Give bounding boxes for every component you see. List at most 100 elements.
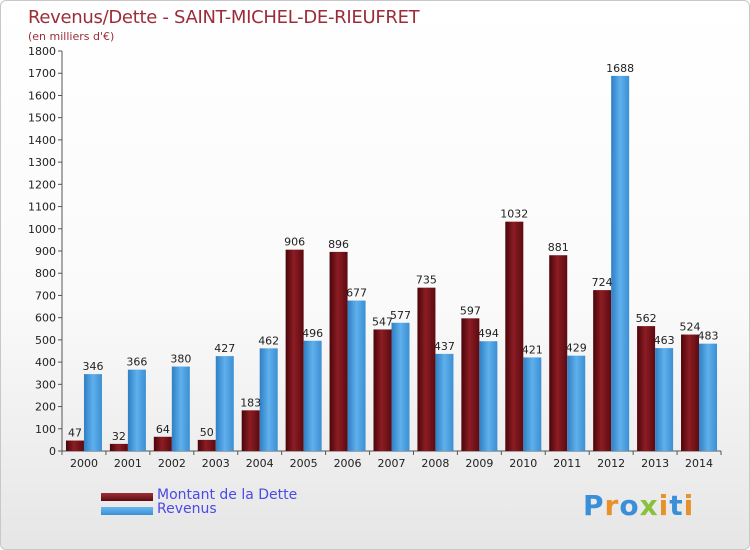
bar-revenus — [259, 348, 278, 451]
x-tick-label: 2005 — [290, 457, 318, 470]
y-tick-label: 1200 — [28, 178, 56, 191]
data-label-revenus: 1688 — [606, 62, 634, 75]
logo-letter: t — [669, 489, 684, 522]
bar-dette — [329, 251, 348, 451]
y-tick-label: 1700 — [28, 67, 56, 80]
data-label-dette: 562 — [636, 312, 657, 325]
data-label-revenus: 677 — [346, 287, 367, 300]
x-tick-label: 2014 — [685, 457, 713, 470]
bar-dette — [241, 410, 260, 451]
data-label-revenus: 483 — [698, 330, 719, 343]
y-tick-label: 300 — [35, 378, 56, 391]
data-label-dette: 47 — [68, 427, 82, 440]
bar-revenus — [567, 355, 586, 451]
data-label-revenus: 437 — [434, 340, 455, 353]
data-label-dette: 32 — [112, 430, 126, 443]
bar-revenus — [435, 353, 454, 451]
bar-dette — [461, 318, 480, 451]
bars-layer — [65, 75, 718, 451]
x-tick-label: 2000 — [70, 457, 98, 470]
y-tick-label: 1000 — [28, 223, 56, 236]
bar-dette — [285, 249, 304, 451]
bar-revenus — [303, 340, 322, 451]
y-tick-label: 0 — [49, 445, 56, 458]
legend-label-revenus: Revenus — [157, 501, 217, 517]
x-tick-label: 2003 — [202, 457, 230, 470]
y-tick-label: 1100 — [28, 201, 56, 214]
y-tick-label: 400 — [35, 356, 56, 369]
data-label-dette: 724 — [592, 276, 613, 289]
data-label-revenus: 462 — [258, 334, 279, 347]
y-tick-label: 1500 — [28, 112, 56, 125]
logo-letter: P — [583, 489, 605, 522]
data-label-revenus: 496 — [302, 327, 323, 340]
y-tick-label: 1600 — [28, 89, 56, 102]
x-tick-label: 2002 — [158, 457, 186, 470]
x-tick-label: 2007 — [378, 457, 406, 470]
bar-revenus — [215, 356, 234, 451]
bar-revenus — [523, 357, 542, 451]
data-label-revenus: 380 — [170, 353, 191, 366]
logo-letter: r — [604, 489, 620, 522]
bar-revenus — [127, 369, 146, 451]
y-tick-label: 500 — [35, 334, 56, 347]
y-tick-label: 800 — [35, 267, 56, 280]
bar-revenus — [479, 341, 498, 451]
x-tick-label: 2008 — [421, 457, 449, 470]
data-label-dette: 64 — [156, 423, 170, 436]
data-label-dette: 881 — [548, 241, 569, 254]
legend-swatch-revenus — [101, 507, 153, 515]
logo-letter: i — [658, 489, 670, 522]
data-label-dette: 524 — [680, 321, 701, 334]
proxiti-logo: Proxiti — [583, 489, 694, 522]
bar-revenus — [391, 322, 410, 451]
y-tick-label: 900 — [35, 245, 56, 258]
bar-revenus — [347, 300, 366, 451]
bar-revenus — [611, 75, 630, 451]
bar-revenus — [83, 374, 102, 451]
data-label-revenus: 421 — [522, 343, 543, 356]
x-tick-label: 2012 — [597, 457, 625, 470]
bar-dette — [373, 329, 392, 451]
x-tick-label: 2013 — [641, 457, 669, 470]
x-tick-label: 2010 — [509, 457, 537, 470]
x-tick-label: 2006 — [334, 457, 362, 470]
bar-dette — [505, 221, 524, 451]
y-tick-label: 600 — [35, 312, 56, 325]
bar-revenus — [655, 348, 674, 451]
data-label-dette: 1032 — [500, 208, 528, 221]
y-tick-label: 700 — [35, 289, 56, 302]
bar-dette — [197, 439, 216, 451]
bar-dette — [109, 443, 128, 451]
data-label-dette: 906 — [284, 236, 305, 249]
data-label-revenus: 366 — [126, 356, 147, 369]
chart-title: Revenus/Dette - SAINT-MICHEL-DE-RIEUFRET — [28, 7, 420, 28]
bar-dette — [681, 334, 700, 451]
bar-dette — [637, 326, 656, 451]
data-label-dette: 50 — [200, 426, 214, 439]
data-label-revenus: 346 — [82, 360, 103, 373]
logo-letter: x — [639, 489, 659, 522]
x-tick-label: 2009 — [465, 457, 493, 470]
y-tick-label: 1800 — [28, 45, 56, 58]
x-tick-label: 2011 — [553, 457, 581, 470]
data-label-revenus: 577 — [390, 309, 411, 322]
legend-swatch-dette — [101, 493, 153, 501]
data-label-dette: 547 — [372, 315, 393, 328]
bar-dette — [593, 290, 612, 451]
bar-revenus — [699, 343, 718, 451]
data-label-revenus: 463 — [654, 334, 675, 347]
data-labels-layer: 47 32 64 50 183 906 896 547 735 597 1032 881 724 562 5… — [68, 62, 719, 443]
bar-dette — [417, 287, 436, 451]
data-label-dette: 597 — [460, 304, 481, 317]
bar-revenus — [171, 366, 190, 451]
y-tick-label: 1400 — [28, 134, 56, 147]
chart-subtitle: (en milliers d'€) — [28, 30, 115, 43]
legend-label-dette: Montant de la Dette — [157, 487, 298, 503]
logo-letter: i — [683, 489, 695, 522]
data-label-revenus: 427 — [214, 342, 235, 355]
bar-dette — [65, 440, 84, 451]
y-tick-label: 1300 — [28, 156, 56, 169]
